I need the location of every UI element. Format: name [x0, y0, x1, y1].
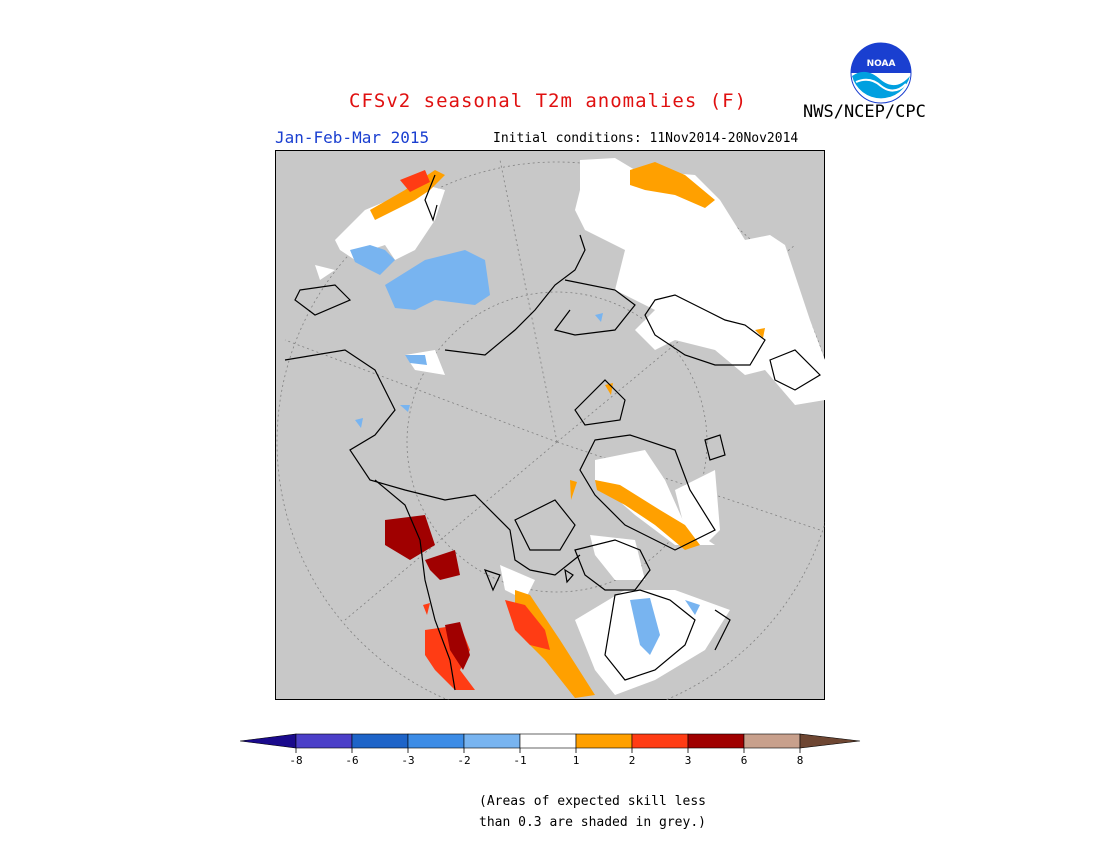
footnote-line: than 0.3 are shaded in grey.) — [479, 815, 706, 830]
legend-tick-label: 6 — [741, 754, 748, 767]
skill-footnote: (Areas of expected skill less than 0.3 a… — [479, 791, 706, 833]
legend-tick-label: 1 — [573, 754, 580, 767]
legend-tick-label: -2 — [457, 754, 470, 767]
negative-anomaly-areas — [350, 245, 700, 655]
meridian-line — [284, 339, 558, 443]
noaa-logo: NOAA — [850, 42, 912, 104]
legend-swatch — [631, 733, 689, 749]
legend-arrow-right — [799, 733, 861, 749]
legend-swatch — [463, 733, 521, 749]
map-title: CFSv2 seasonal T2m anomalies (F) — [349, 90, 748, 112]
legend-swatch — [351, 733, 409, 749]
meridian-line — [556, 244, 796, 443]
legend-tick-label: -1 — [513, 754, 526, 767]
legend-arrow-left — [240, 733, 297, 749]
legend-tick-marks — [295, 748, 801, 753]
legend-tick-label: 3 — [685, 754, 692, 767]
legend-swatch — [407, 733, 465, 749]
extreme-warm-anomaly-areas — [385, 515, 470, 670]
legend-swatch — [295, 733, 353, 749]
legend-tick-label: -3 — [401, 754, 414, 767]
legend-tick-label: 2 — [629, 754, 636, 767]
footnote-line: (Areas of expected skill less — [479, 794, 706, 809]
forecast-period: Jan-Feb-Mar 2015 — [275, 128, 430, 147]
meridian-line — [344, 441, 558, 621]
svg-text:NOAA: NOAA — [867, 59, 896, 69]
legend-swatch — [575, 733, 633, 749]
initial-conditions: Initial conditions: 11Nov2014-20Nov2014 — [493, 131, 799, 146]
legend-tick-label: 8 — [797, 754, 804, 767]
agency-label: NWS/NCEP/CPC — [803, 102, 926, 122]
legend-tick-label: -8 — [289, 754, 302, 767]
latitude-circle-inner — [406, 291, 708, 593]
meridian-line — [556, 441, 821, 531]
legend-tick-label: -6 — [345, 754, 358, 767]
legend-swatch — [687, 733, 745, 749]
coastlines — [284, 174, 821, 691]
color-legend: -8 -6 -3 -2 -1 1 2 3 6 8 — [240, 733, 861, 767]
legend-swatch — [743, 733, 801, 749]
polar-map — [275, 150, 825, 700]
legend-swatch — [519, 733, 577, 749]
